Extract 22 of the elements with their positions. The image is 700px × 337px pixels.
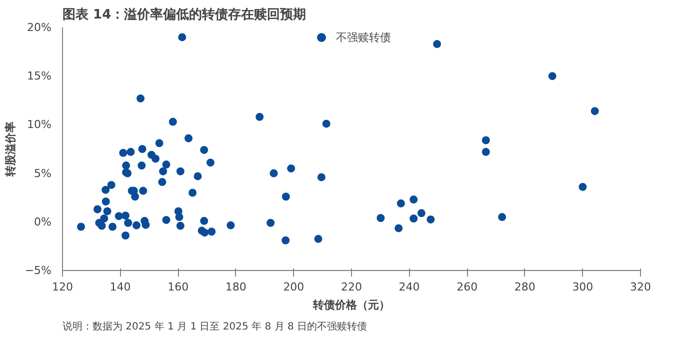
y-tick-label: 5% <box>34 166 52 180</box>
legend-label: 不强赎转债 <box>336 30 391 44</box>
x-tick-label: 220 <box>341 280 362 294</box>
text: 说明：数据为 2025 年 1 月 1 日至 2025 年 8 月 8 日的不强赎转债 <box>62 320 367 332</box>
y-tick-label: −5% <box>24 264 52 277</box>
x-tick-label: 260 <box>456 280 478 294</box>
x-axis-title: 转债价格（元） <box>312 298 390 312</box>
x-tick-label: 160 <box>168 280 189 294</box>
y-tick-label: 0% <box>34 215 52 228</box>
x-tick-label: 320 <box>630 280 651 294</box>
x-tick-label: 180 <box>225 280 246 294</box>
x-tick-label: 280 <box>514 280 536 294</box>
y-axis-title: 转股溢价率 <box>4 122 17 178</box>
y-tick-label: 15% <box>27 70 52 83</box>
y-tick-label: 10% <box>27 118 52 132</box>
x-tick-label: 240 <box>398 280 420 294</box>
chart-title: 图表 14：溢价率偏低的转债存在赎回预期 <box>62 6 306 22</box>
x-tick-label: 300 <box>572 280 594 294</box>
x-tick-label: 120 <box>52 280 73 294</box>
x-tick-label: 200 <box>283 280 304 294</box>
y-tick-label: 20% <box>27 21 52 34</box>
x-tick-label: 140 <box>110 280 131 294</box>
